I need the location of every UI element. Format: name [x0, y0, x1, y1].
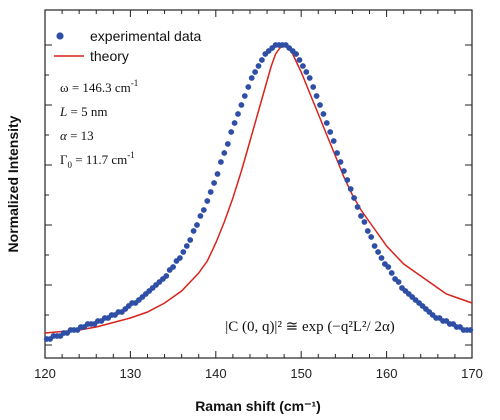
x-tick-labels: 120 130 140 150 160 170 — [34, 366, 483, 381]
data-point — [194, 222, 200, 228]
data-point — [255, 63, 262, 69]
data-point — [317, 102, 323, 108]
data-point — [228, 129, 235, 135]
x-tick-label-130: 130 — [120, 366, 142, 381]
legend: experimental data theory — [54, 28, 202, 64]
legend-label-experimental: experimental data — [90, 28, 202, 44]
data-point — [368, 234, 375, 240]
data-point — [231, 120, 238, 126]
data-point — [313, 93, 320, 99]
data-point — [259, 57, 265, 63]
data-point — [211, 180, 218, 186]
data-point — [358, 213, 364, 219]
data-point — [197, 213, 204, 219]
data-point — [204, 198, 211, 204]
data-point — [320, 111, 327, 117]
param-alpha: α = 13 — [60, 128, 94, 143]
param-alpha-value: = 13 — [67, 128, 94, 143]
param-gamma-symbol: Γ — [60, 152, 68, 167]
param-omega-sup: -1 — [131, 78, 139, 88]
param-gamma-value: = 11.7 cm — [72, 152, 127, 167]
data-point — [252, 69, 258, 75]
data-point — [385, 264, 392, 270]
data-point — [323, 120, 330, 126]
data-point — [177, 255, 183, 261]
annotation-formula: |C (0, q)|² ≅ exp (−q²L²/ 2α) — [225, 319, 395, 335]
data-point — [183, 243, 190, 249]
data-point — [347, 186, 354, 192]
data-point — [207, 189, 214, 195]
data-point — [170, 264, 177, 270]
param-omega-symbol: ω — [60, 80, 69, 95]
x-tick-label-160: 160 — [376, 366, 398, 381]
x-tick-label-120: 120 — [34, 366, 56, 381]
param-length: L = 5 nm — [59, 104, 107, 119]
data-point — [375, 249, 381, 255]
x-axis-title: Raman shift (cm⁻¹) — [195, 398, 321, 414]
data-point — [378, 255, 385, 261]
param-length-symbol: L — [59, 104, 67, 119]
data-point — [306, 75, 313, 81]
data-point — [344, 177, 351, 183]
data-point — [337, 159, 344, 165]
data-point — [190, 228, 197, 234]
legend-label-theory: theory — [90, 48, 129, 64]
data-point — [293, 51, 299, 57]
data-point — [303, 69, 310, 75]
parameters-block: ω = 146.3 cm-1 L = 5 nm α = 13 Γ0 = 11.7… — [59, 78, 138, 170]
param-gamma-sup: -1 — [127, 150, 135, 160]
data-point — [371, 243, 378, 249]
param-gamma-sub: 0 — [68, 160, 73, 170]
data-point — [354, 204, 361, 210]
y-axis-title: Normalized Intensity — [5, 115, 21, 252]
data-point — [330, 138, 337, 144]
data-point — [187, 237, 194, 243]
data-point — [241, 93, 248, 99]
data-point — [163, 273, 170, 279]
param-length-value: = 5 nm — [67, 104, 107, 119]
x-tick-label-170: 170 — [461, 366, 483, 381]
data-point — [300, 63, 306, 69]
data-point — [235, 111, 241, 117]
data-point — [361, 219, 368, 225]
data-point — [341, 168, 347, 174]
points-layer — [43, 42, 474, 342]
param-omega-value: = 146.3 cm — [69, 80, 131, 95]
param-omega: ω = 146.3 cm-1 — [60, 78, 138, 95]
data-point — [296, 57, 303, 63]
data-point — [245, 84, 252, 90]
data-point — [224, 141, 231, 147]
data-point — [218, 159, 224, 165]
data-point — [221, 150, 228, 156]
axis-ticks — [44, 10, 473, 358]
x-tick-label-150: 150 — [290, 366, 312, 381]
plot-area — [44, 9, 473, 359]
data-point — [214, 171, 221, 177]
data-point — [467, 327, 474, 333]
param-alpha-symbol: α — [60, 128, 68, 143]
plot-frame — [44, 9, 473, 359]
param-gamma: Γ0 = 11.7 cm-1 — [60, 150, 135, 170]
data-point — [364, 228, 371, 234]
data-point — [388, 270, 395, 276]
data-point — [310, 84, 317, 90]
data-point — [395, 279, 402, 285]
data-point — [200, 207, 207, 213]
data-point — [180, 249, 187, 255]
legend-marker-experimental — [56, 32, 64, 40]
data-point — [327, 129, 334, 135]
data-point — [238, 102, 245, 108]
data-point — [248, 75, 255, 81]
x-tick-label-140: 140 — [205, 366, 227, 381]
data-point — [351, 195, 357, 201]
data-point — [334, 150, 340, 156]
